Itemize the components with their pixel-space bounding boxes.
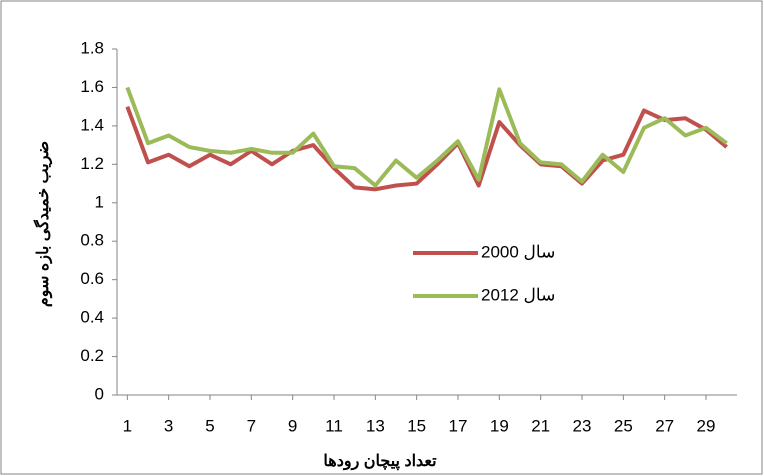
legend-label: سال 2000	[481, 242, 555, 261]
x-tick-label: 13	[366, 416, 385, 435]
x-tick-label: 27	[655, 416, 674, 435]
line-series	[125, 105, 728, 192]
y-axis-label: ضریب خمیدگی بازه سوم	[33, 141, 53, 307]
x-axis-label: تعداد پیچان رودها	[323, 453, 437, 471]
x-tick-label: 23	[573, 416, 592, 435]
x-tick-label: 21	[531, 416, 550, 435]
x-tick-label: 3	[164, 416, 173, 435]
y-tick-label: 0	[95, 384, 104, 403]
x-tick-label: 19	[490, 416, 509, 435]
y-tick-label: 0.8	[80, 231, 104, 250]
line-series	[125, 86, 728, 188]
y-tick-label: 1.2	[80, 154, 104, 173]
x-tick-label: 1	[123, 416, 132, 435]
x-tick-label: 11	[325, 416, 343, 435]
y-tick-label: 1.4	[80, 115, 104, 134]
x-tick-label: 29	[697, 416, 716, 435]
x-tick-label: 17	[449, 416, 468, 435]
y-tick-label: 1.6	[80, 77, 104, 96]
x-tick-label: 15	[407, 416, 426, 435]
x-tick-label: 7	[247, 416, 256, 435]
y-tick-label: 0.4	[80, 308, 104, 327]
x-tick-label: 5	[205, 416, 214, 435]
x-tick-label: 25	[614, 416, 633, 435]
y-tick-label: 1.8	[80, 38, 104, 57]
x-tick-label: 9	[288, 416, 297, 435]
y-tick-label: 1	[95, 192, 104, 211]
legend-label: سال 2012	[481, 285, 555, 304]
y-tick-label: 0.2	[80, 346, 104, 365]
y-tick-label: 0.6	[80, 269, 104, 288]
